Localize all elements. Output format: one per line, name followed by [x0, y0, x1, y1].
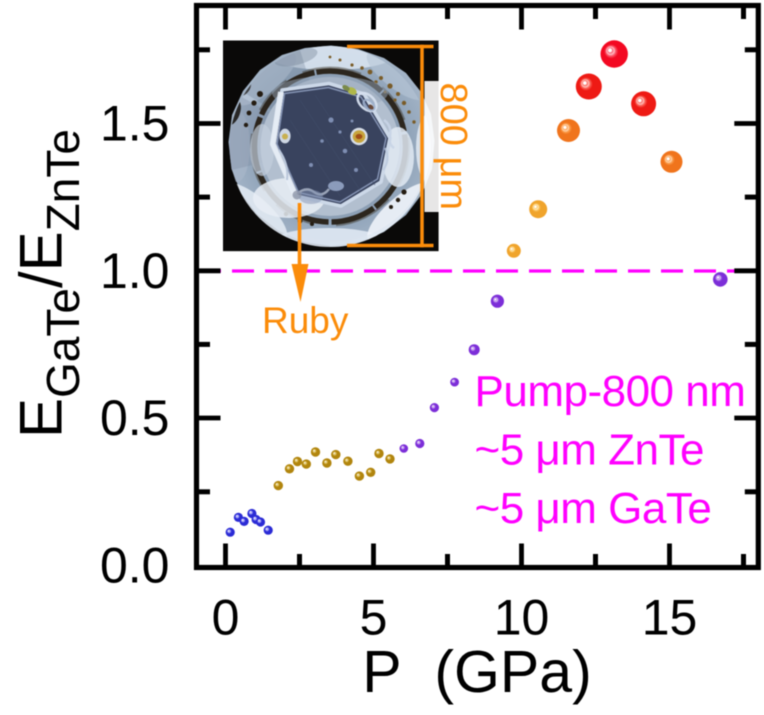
- svg-text:0.5: 0.5: [100, 390, 170, 446]
- svg-text:Ruby: Ruby: [262, 300, 349, 341]
- svg-text:0.0: 0.0: [100, 537, 170, 593]
- svg-text:15: 15: [642, 590, 698, 646]
- svg-text:1.0: 1.0: [100, 243, 170, 299]
- svg-text:~5 μm GaTe: ~5 μm GaTe: [475, 484, 712, 533]
- svg-text:10: 10: [494, 590, 550, 646]
- svg-text:P (GPa): P (GPa): [362, 639, 592, 705]
- svg-text:0: 0: [212, 590, 240, 646]
- svg-text:Pump-800 nm: Pump-800 nm: [475, 367, 746, 416]
- svg-text:800 μm: 800 μm: [432, 83, 474, 211]
- svg-text:5: 5: [360, 590, 388, 646]
- svg-text:1.5: 1.5: [100, 96, 170, 152]
- svg-text:~5 μm ZnTe: ~5 μm ZnTe: [475, 426, 704, 475]
